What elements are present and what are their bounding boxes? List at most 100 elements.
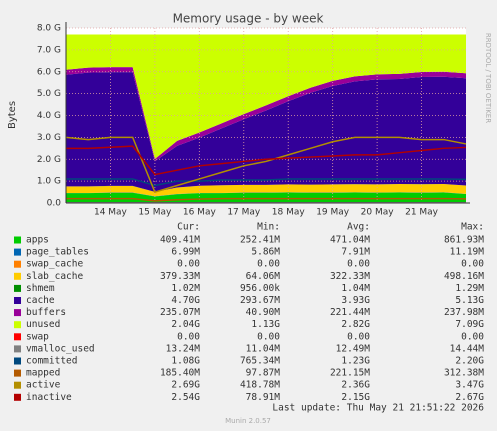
area <box>66 183 466 197</box>
legend-stat: 471.04M <box>330 235 370 246</box>
legend-label: swap_cache <box>26 259 83 270</box>
legend-stat: 78.91M <box>246 392 281 403</box>
x-tick-label: 20 May <box>361 208 395 218</box>
legend-stat: 418.78M <box>240 380 280 391</box>
legend-stat: 2.54G <box>171 392 200 403</box>
legend-label: page_tables <box>26 247 89 258</box>
legend-label: buffers <box>26 307 66 318</box>
area <box>66 67 466 162</box>
x-tick-label: 18 May <box>272 208 306 218</box>
legend-label: active <box>26 380 61 391</box>
x-tick-label: 17 May <box>227 208 261 218</box>
area <box>66 72 466 192</box>
legend-label: inactive <box>26 392 72 403</box>
y-tick-label: 6.0 G <box>37 67 61 77</box>
legend-stat: 293.67M <box>240 295 280 306</box>
legend-stat: 2.67G <box>455 392 484 403</box>
legend-header: Min: <box>257 222 280 233</box>
y-tick-label: 8.0 G <box>37 24 61 34</box>
legend-header: Cur: <box>177 222 200 233</box>
legend-stat: 409.41M <box>160 235 200 246</box>
y-tick-label: 0.0 <box>47 199 62 209</box>
legend-stat: 7.09G <box>455 319 484 330</box>
x-tick-label: 14 May <box>94 208 128 218</box>
legend-stat: 5.13G <box>455 295 484 306</box>
x-tick-label: 21 May <box>405 208 439 218</box>
legend-stat: 3.47G <box>455 380 484 391</box>
legend-stat: 2.15G <box>341 392 370 403</box>
legend-swatch <box>14 284 21 292</box>
x-tick-label: 16 May <box>183 208 217 218</box>
legend-stat: 379.33M <box>160 271 200 282</box>
x-tick-label: 15 May <box>138 208 172 218</box>
legend-stat: 498.16M <box>444 271 484 282</box>
y-tick-label: 2.0 G <box>37 155 61 165</box>
legend-label: vmalloc_used <box>26 343 95 354</box>
legend-stat: 2.82G <box>341 319 370 330</box>
legend-swatch <box>14 309 21 317</box>
legend-stat: 64.06M <box>246 271 281 282</box>
legend-stat: 0.00 <box>461 259 484 270</box>
y-tick-label: 4.0 G <box>37 111 61 121</box>
legend-stat: 221.44M <box>330 307 370 318</box>
legend-header: Avg: <box>347 222 370 233</box>
legend-label: shmem <box>26 283 55 294</box>
legend-swatch <box>14 272 21 280</box>
legend-label: committed <box>26 356 77 367</box>
line <box>66 197 467 202</box>
area <box>66 34 466 160</box>
legend-stat: 861.93M <box>444 235 484 246</box>
legend-label: apps <box>26 235 49 246</box>
legend-stat: 2.20G <box>455 356 484 367</box>
legend-stat: 3.93G <box>341 295 370 306</box>
legend-stat: 14.44M <box>450 343 485 354</box>
legend-label: cache <box>26 295 55 306</box>
legend-swatch <box>14 236 21 244</box>
footer: Last update: Thu May 21 21:51:22 2026 <box>272 403 484 414</box>
chart-title: Memory usage - by week <box>173 12 324 26</box>
legend-stat: 237.98M <box>444 307 484 318</box>
legend-stat: 12.49M <box>336 343 371 354</box>
legend-stat: 1.02M <box>171 283 200 294</box>
legend-stat: 97.87M <box>246 368 281 379</box>
legend-stat: 185.40M <box>160 368 200 379</box>
legend-stat: 4.70G <box>171 295 200 306</box>
legend-swatch <box>14 393 21 401</box>
legend-stat: 0.00 <box>257 331 280 342</box>
legend-label: swap <box>26 331 49 342</box>
legend-header: Max: <box>461 222 484 233</box>
legend-stat: 322.33M <box>330 271 370 282</box>
legend-stat: 765.34M <box>240 356 280 367</box>
y-tick-label: 5.0 G <box>37 89 61 99</box>
legend-stat: 7.91M <box>341 247 370 258</box>
legend-stat: 2.04G <box>171 319 200 330</box>
legend-stat: 13.24M <box>166 343 201 354</box>
legend-swatch <box>14 333 21 341</box>
legend-stat: 2.36G <box>341 380 370 391</box>
legend-stat: 2.69G <box>171 380 200 391</box>
legend-label: unused <box>26 319 60 330</box>
legend-label: mapped <box>26 368 60 379</box>
legend-stat: 6.99M <box>171 247 200 258</box>
y-tick-label: 1.0 G <box>37 177 61 187</box>
legend-swatch <box>14 357 21 365</box>
legend-stat: 312.38M <box>444 368 484 379</box>
legend-stat: 1.13G <box>251 319 280 330</box>
legend-stat: 1.23G <box>341 356 370 367</box>
area <box>66 192 466 197</box>
line <box>66 145 467 176</box>
line <box>66 178 467 187</box>
area <box>66 192 466 203</box>
legend-stat: 0.00 <box>461 331 484 342</box>
x-tick-label: 19 May <box>316 208 350 218</box>
legend-stat: 1.08G <box>171 356 200 367</box>
legend-stat: 221.15M <box>330 368 370 379</box>
legend-stat: 0.00 <box>257 259 280 270</box>
legend-stat: 0.00 <box>177 259 200 270</box>
legend-swatch <box>14 297 21 304</box>
legend-swatch <box>14 260 21 268</box>
legend-swatch <box>14 381 21 389</box>
side-text: RRDTOOL / TOBI OETIKER <box>484 33 492 123</box>
legend-stat: 0.00 <box>177 331 200 342</box>
